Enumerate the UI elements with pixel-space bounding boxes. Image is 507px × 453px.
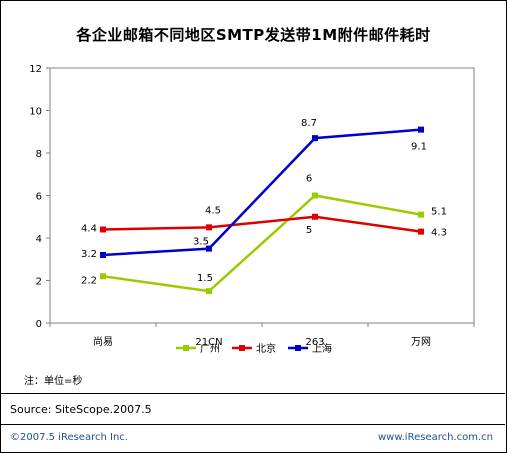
y-tick-label: 4 <box>36 234 42 245</box>
x-tick-label: 21CN <box>195 337 222 348</box>
y-tick-label: 0 <box>36 319 42 330</box>
data-label: 8.7 <box>301 118 317 129</box>
legend-label: 北京 <box>256 342 276 355</box>
legend-label: 上海 <box>312 342 332 355</box>
source-text: Source: SiteScope.2007.5 <box>10 403 152 416</box>
data-point <box>100 226 106 233</box>
data-label: 1.5 <box>197 273 213 284</box>
y-tick-label: 2 <box>36 277 42 288</box>
legend-marker <box>239 345 245 351</box>
x-tick-label: 263 <box>305 337 324 348</box>
data-point <box>312 135 318 142</box>
legend-marker <box>295 345 301 351</box>
data-label: 5.1 <box>431 207 447 218</box>
series-line-0 <box>102 194 422 293</box>
plot-area <box>49 67 475 324</box>
x-tick-label: 万网 <box>411 336 431 348</box>
data-point <box>100 273 106 280</box>
data-label: 4.3 <box>431 228 447 239</box>
data-point <box>312 192 318 199</box>
data-label: 3.5 <box>193 237 209 248</box>
line-chart: 0 2 4 6 8 10 12 尚易 21CN 263 万网 2.2 1.5 6 5.1 4.4 4.5 5 4… <box>29 64 475 355</box>
legend-marker <box>183 345 189 351</box>
unit-note: 注：单位=秒 <box>24 376 83 387</box>
separator <box>0 424 505 425</box>
data-point <box>312 213 318 220</box>
data-point <box>100 252 106 258</box>
y-tick-label: 6 <box>36 192 42 203</box>
y-tick-label: 8 <box>36 149 42 160</box>
x-tick-label: 尚易 <box>93 335 113 348</box>
data-label: 9.1 <box>411 142 427 153</box>
legend-label: 广州 <box>200 343 220 355</box>
data-label: 3.2 <box>81 249 97 260</box>
y-tick-label: 10 <box>29 107 42 118</box>
data-point <box>418 211 424 218</box>
copyright-text: ©2007.5 iResearch Inc. <box>10 432 128 443</box>
data-point <box>206 288 212 295</box>
data-point <box>206 224 212 231</box>
data-point <box>206 245 212 252</box>
data-point <box>418 228 424 235</box>
data-label: 4.4 <box>81 224 97 235</box>
data-label: 4.5 <box>205 205 221 216</box>
data-label: 6 <box>306 174 312 185</box>
chart-title: 各企业邮箱不同地区SMTP发送带1M附件邮件耗时 <box>76 26 431 44</box>
separator <box>0 393 505 394</box>
series-line-2 <box>102 128 422 257</box>
website-link[interactable]: www.iResearch.com.cn <box>378 432 493 443</box>
series-line-1 <box>102 215 422 233</box>
data-label: 5 <box>306 225 312 236</box>
y-tick-label: 12 <box>29 64 42 75</box>
data-label: 2.2 <box>81 275 97 286</box>
data-point <box>418 126 424 133</box>
